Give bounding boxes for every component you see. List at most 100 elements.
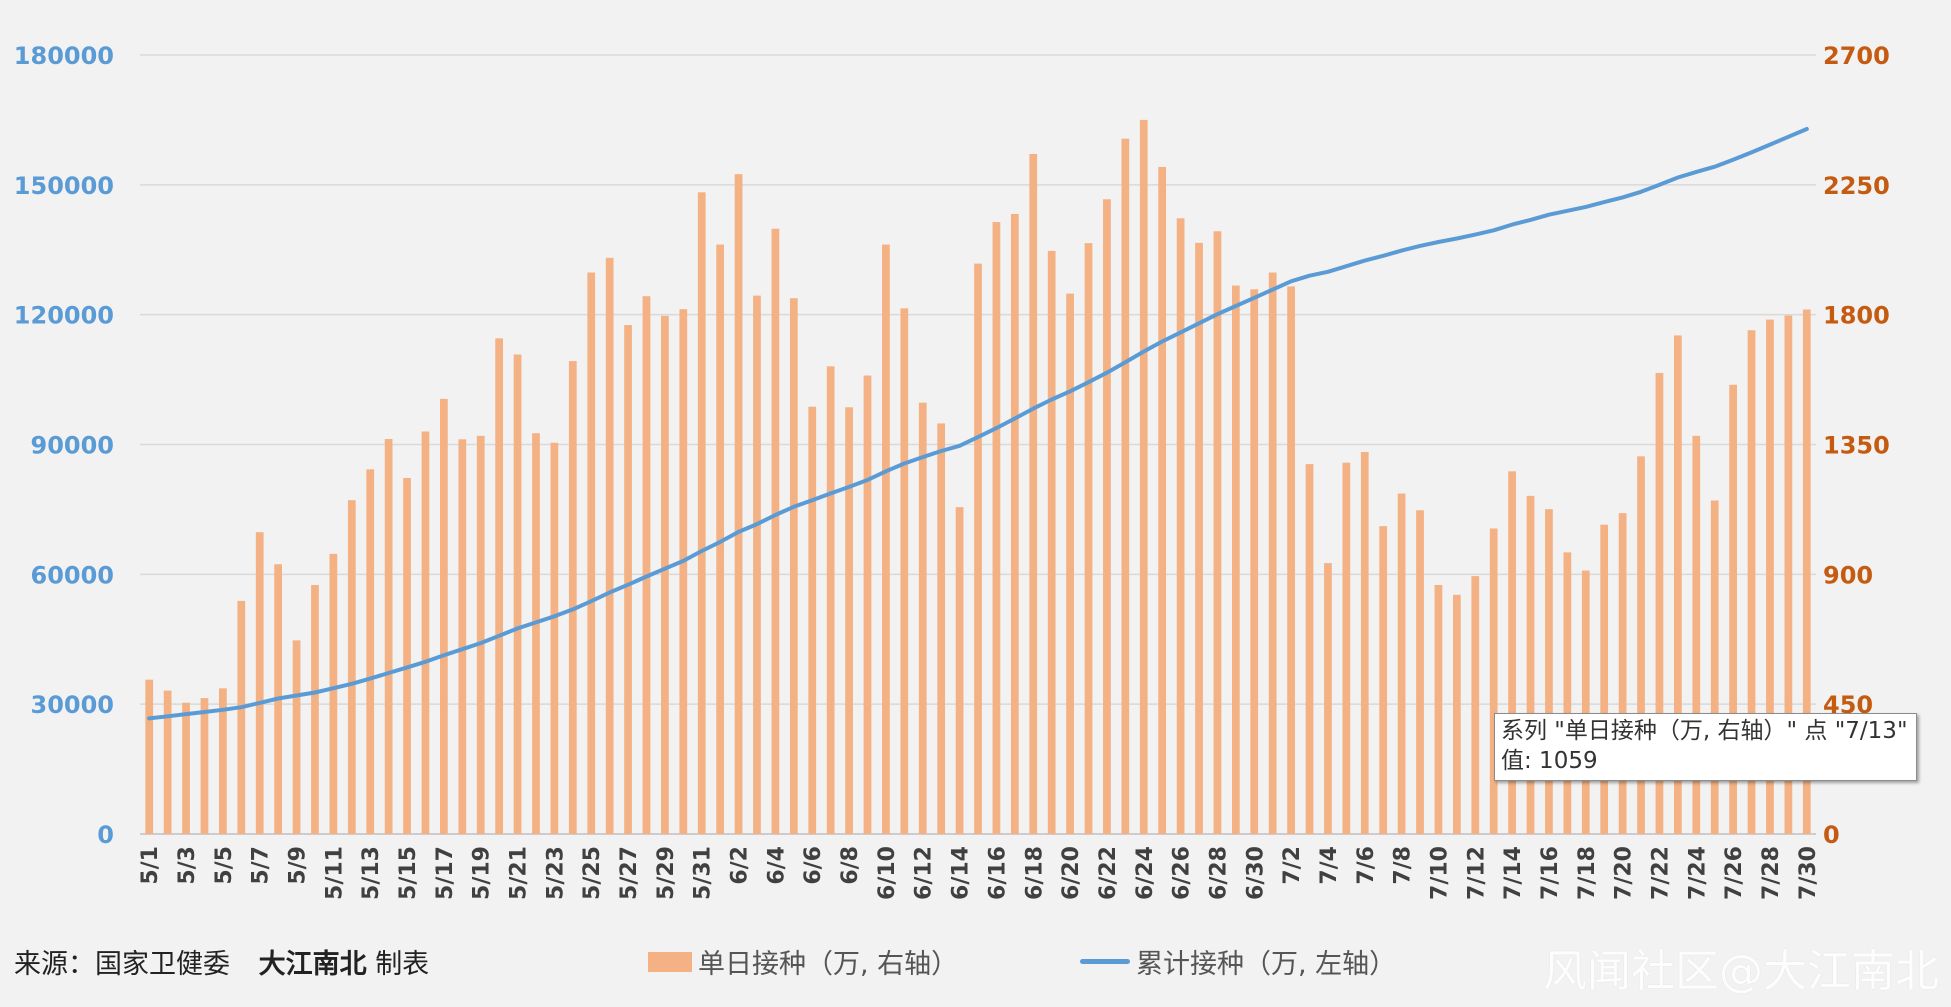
bar-7/15[interactable] — [1526, 495, 1535, 834]
bar-6/5[interactable] — [789, 298, 798, 835]
bar-5/13[interactable] — [366, 469, 375, 834]
bar-7/9[interactable] — [1416, 510, 1424, 834]
bar-6/14[interactable] — [955, 507, 964, 834]
x-tick-label: 6/16 — [985, 846, 1010, 900]
bar-6/19[interactable] — [1047, 250, 1056, 835]
bar-7/27[interactable] — [1747, 330, 1756, 834]
bar-7/29[interactable] — [1784, 315, 1793, 834]
bar-6/29[interactable] — [1231, 285, 1240, 834]
bar-7/25[interactable] — [1710, 500, 1719, 834]
bar-5/26[interactable] — [605, 257, 614, 835]
bar-6/10[interactable] — [882, 244, 890, 835]
bar-6/23[interactable] — [1121, 138, 1130, 835]
bar-7/16[interactable] — [1545, 509, 1553, 834]
bar-6/12[interactable] — [918, 402, 927, 834]
bar-7/2[interactable] — [1287, 286, 1295, 834]
bar-7/14[interactable] — [1508, 471, 1516, 834]
bar-7/21[interactable] — [1637, 456, 1645, 834]
bar-5/28[interactable] — [642, 296, 651, 834]
bar-5/22[interactable] — [532, 433, 540, 834]
bar-5/31[interactable] — [697, 192, 706, 834]
bar-6/9[interactable] — [863, 375, 872, 834]
bar-5/11[interactable] — [329, 553, 338, 834]
bar-5/5[interactable] — [219, 688, 227, 834]
bar-6/3[interactable] — [753, 295, 761, 834]
bar-5/16[interactable] — [421, 431, 430, 834]
bar-5/21[interactable] — [513, 354, 522, 834]
bar-5/10[interactable] — [311, 585, 319, 834]
bar-6/24[interactable] — [1139, 119, 1148, 834]
bar-5/27[interactable] — [624, 325, 632, 834]
bar-7/23[interactable] — [1674, 335, 1682, 834]
bar-7/5[interactable] — [1342, 462, 1351, 834]
bar-5/12[interactable] — [347, 500, 356, 834]
x-tick-label: 5/1 — [138, 846, 163, 885]
bar-5/24[interactable] — [568, 361, 577, 834]
x-tick-label: 6/28 — [1206, 846, 1231, 900]
bar-6/6[interactable] — [808, 406, 817, 834]
bar-5/25[interactable] — [587, 272, 596, 834]
bar-6/22[interactable] — [1103, 199, 1111, 834]
bar-6/4[interactable] — [771, 228, 780, 835]
bar-5/6[interactable] — [237, 600, 246, 834]
bar-5/7[interactable] — [255, 532, 264, 834]
bar-6/15[interactable] — [974, 263, 982, 834]
bar-6/25[interactable] — [1158, 166, 1167, 834]
bar-6/17[interactable] — [1010, 213, 1019, 835]
bar-7/10[interactable] — [1434, 585, 1443, 834]
bar-5/14[interactable] — [384, 439, 393, 834]
bar-6/7[interactable] — [826, 366, 835, 834]
bar-7/18[interactable] — [1581, 570, 1590, 834]
bar-7/12[interactable] — [1471, 576, 1480, 834]
bar-7/1[interactable] — [1268, 272, 1277, 834]
bar-7/8[interactable] — [1397, 493, 1406, 834]
bar-7/20[interactable] — [1618, 513, 1627, 834]
bar-7/7[interactable] — [1379, 526, 1388, 834]
bar-5/17[interactable] — [440, 398, 448, 834]
bar-5/15[interactable] — [403, 477, 411, 834]
x-tick-label: 6/12 — [912, 846, 937, 900]
bar-5/20[interactable] — [495, 338, 504, 834]
bar-7/19[interactable] — [1600, 524, 1609, 834]
bar-6/2[interactable] — [734, 174, 743, 834]
x-tick-label: 7/14 — [1501, 846, 1526, 900]
legend-item-daily: 单日接种（万, 右轴） — [648, 942, 958, 981]
bar-5/4[interactable] — [200, 698, 209, 834]
legend-item-cumulative: 累计接种（万, 左轴） — [1080, 942, 1396, 981]
bar-5/29[interactable] — [661, 315, 669, 834]
bar-6/11[interactable] — [900, 308, 909, 835]
bar-5/18[interactable] — [458, 439, 467, 834]
right-tick-label: 2250 — [1823, 172, 1890, 200]
bar-5/19[interactable] — [476, 435, 485, 834]
bar-5/3[interactable] — [182, 702, 190, 834]
bar-6/28[interactable] — [1213, 231, 1222, 835]
bar-7/24[interactable] — [1692, 435, 1701, 834]
bar-7/26[interactable] — [1729, 384, 1737, 834]
legend-daily-label: 单日接种（万, 右轴） — [698, 949, 959, 980]
bar-5/9[interactable] — [292, 640, 301, 834]
bar-6/8[interactable] — [845, 407, 853, 834]
bar-6/16[interactable] — [992, 222, 1001, 834]
bar-6/30[interactable] — [1250, 289, 1259, 834]
bar-7/11[interactable] — [1452, 594, 1461, 834]
bar-5/23[interactable] — [550, 442, 559, 834]
bar-6/26[interactable] — [1176, 218, 1185, 834]
bar-7/13[interactable] — [1489, 528, 1498, 834]
bar-7/28[interactable] — [1766, 319, 1774, 834]
bar-7/4[interactable] — [1324, 563, 1332, 834]
bar-7/3[interactable] — [1305, 464, 1314, 834]
bar-5/1[interactable] — [145, 679, 154, 834]
bar-5/30[interactable] — [679, 309, 688, 834]
bar-6/13[interactable] — [937, 423, 946, 834]
bar-6/21[interactable] — [1084, 243, 1093, 834]
bar-6/18[interactable] — [1029, 153, 1038, 834]
bar-7/30[interactable] — [1802, 309, 1811, 834]
bar-5/2[interactable] — [163, 690, 172, 834]
x-tick-label: 5/21 — [507, 846, 532, 900]
bar-7/22[interactable] — [1655, 372, 1664, 834]
bar-6/20[interactable] — [1066, 293, 1074, 834]
bar-7/6[interactable] — [1360, 452, 1369, 834]
bar-6/27[interactable] — [1195, 242, 1203, 834]
bar-7/17[interactable] — [1563, 552, 1572, 834]
bar-6/1[interactable] — [716, 244, 725, 835]
